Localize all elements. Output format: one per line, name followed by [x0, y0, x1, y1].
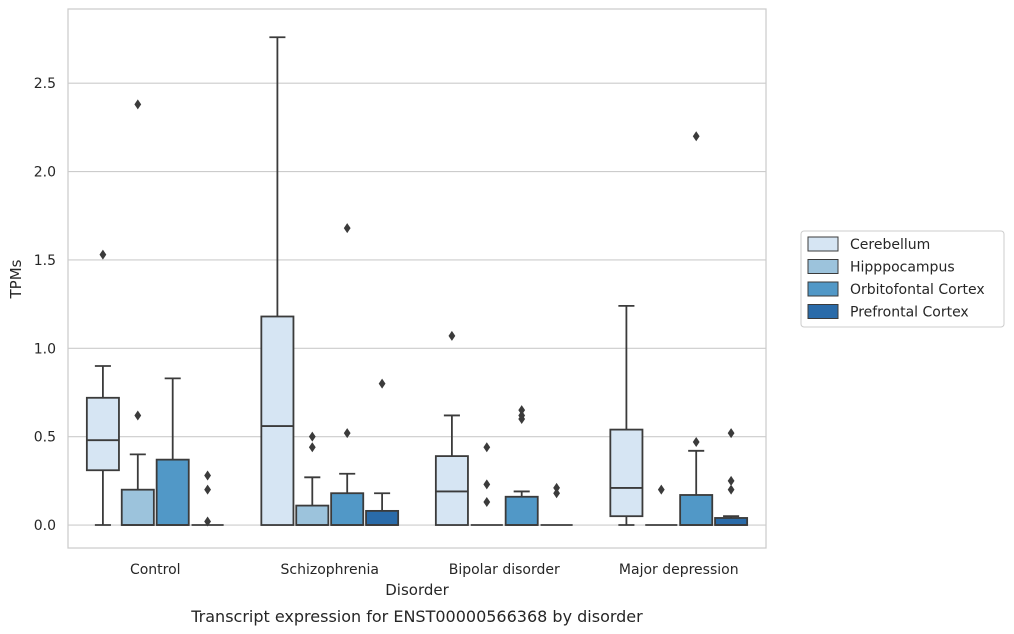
outlier-marker [657, 484, 665, 495]
legend-label: Hipppocampus [850, 260, 955, 276]
outlier-marker [553, 482, 560, 493]
box-rect [295, 504, 330, 526]
box-rect [155, 458, 190, 526]
box-group [679, 131, 714, 526]
box-group [609, 304, 644, 526]
box-group [504, 405, 539, 526]
y-tick-label: 0.5 [34, 430, 56, 446]
box-rect [714, 517, 749, 526]
box-group [120, 99, 155, 526]
outlier-marker [483, 442, 491, 453]
box-group [434, 330, 469, 526]
y-axis-title: TPMs [7, 259, 25, 299]
plot-area-frame [67, 8, 767, 549]
legend-swatch [807, 236, 839, 252]
box-group [645, 484, 678, 526]
box-rect [609, 428, 644, 518]
legend-label: Cerebellum [850, 237, 930, 253]
legend-swatch [807, 304, 839, 319]
legend-items: Cerebellum Hipppocampus Orbitofontal Corte… [807, 236, 985, 321]
outlier-marker [308, 431, 316, 442]
y-tick-label: 2.5 [34, 76, 56, 92]
box-rect [85, 396, 120, 472]
x-tick-label: Control [130, 562, 181, 578]
outlier-marker [727, 428, 735, 439]
box-group [330, 223, 365, 526]
outlier-marker [343, 428, 351, 439]
box-rect [120, 488, 155, 526]
box-rect [679, 494, 714, 526]
y-tick-label: 1.0 [34, 341, 56, 357]
box-group [365, 378, 400, 526]
outlier-marker [378, 378, 386, 389]
legend-label: Orbitofontal Cortex [850, 282, 985, 298]
outlier-marker [204, 516, 211, 527]
y-tick-label: 1.5 [34, 253, 56, 269]
outlier-marker [518, 410, 526, 421]
x-tick-label: Schizophrenia [281, 562, 379, 578]
y-axis-ticks: 0.0 0.5 1.0 1.5 2.0 2.5 [34, 76, 56, 534]
outlier-marker [134, 99, 142, 110]
outlier-marker [204, 484, 211, 495]
x-tick-label: Bipolar disorder [449, 562, 560, 578]
x-axis-title: Disorder [385, 581, 449, 599]
outlier-marker [692, 131, 700, 142]
outlier-marker [727, 475, 735, 486]
box-group [85, 249, 120, 526]
box-rect [365, 509, 400, 526]
box-group [155, 377, 190, 526]
box-rect [260, 315, 295, 526]
legend: Cerebellum Hipppocampus Orbitofontal Corte… [800, 230, 1005, 328]
box-group [191, 470, 224, 527]
legend-label: Prefrontal Cortex [850, 305, 969, 321]
legend-frame [800, 230, 1005, 328]
outlier-marker [448, 330, 456, 341]
outlier-marker [134, 410, 142, 421]
y-tick-label: 2.0 [34, 165, 56, 181]
outlier-marker [343, 223, 351, 234]
legend-swatch [807, 259, 839, 274]
outlier-marker [483, 479, 491, 490]
outlier-marker [518, 405, 526, 416]
box-group [714, 428, 749, 526]
boxes [85, 36, 749, 527]
outlier-marker [692, 436, 700, 447]
box-group [470, 442, 503, 526]
outlier-marker [483, 497, 491, 508]
outlier-marker [308, 442, 316, 453]
x-axis-ticks: Control Schizophrenia Bipolar disorder Majo… [130, 562, 739, 578]
box-rect [504, 495, 539, 526]
chart-caption: Transcript expression for ENST0000056636… [190, 607, 643, 626]
box-group [540, 482, 573, 526]
box-group [295, 431, 330, 526]
outlier-marker [204, 470, 211, 481]
x-tick-label: Major depression [619, 562, 739, 578]
outlier-marker [99, 249, 107, 260]
y-tick-label: 0.0 [34, 518, 56, 534]
legend-swatch [807, 281, 839, 297]
box-rect [330, 492, 365, 526]
box-group [260, 36, 295, 526]
outlier-marker [727, 484, 735, 495]
outlier-marker [553, 488, 560, 499]
